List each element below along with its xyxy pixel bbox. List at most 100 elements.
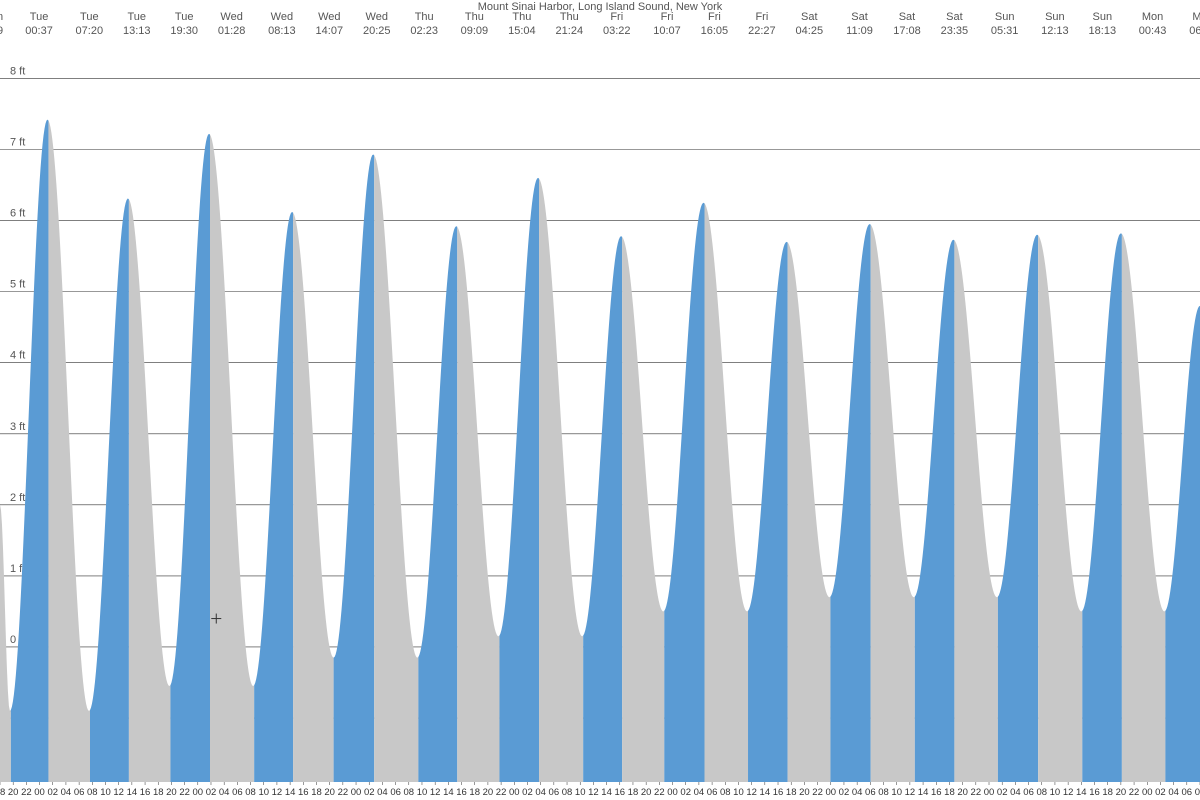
x-tick-label: 20 <box>957 787 968 798</box>
header-day-label: Wed <box>318 11 340 23</box>
header-day-label: Thu <box>560 11 579 23</box>
x-tick-label: 16 <box>456 787 467 798</box>
x-tick-label: 16 <box>1089 787 1100 798</box>
x-tick-label: 12 <box>746 787 757 798</box>
x-tick-label: 04 <box>694 787 705 798</box>
ebb-area <box>457 227 499 782</box>
header-time-label: 15:04 <box>508 25 536 37</box>
header-day-label: Sun <box>1093 11 1113 23</box>
flood-area <box>830 224 870 782</box>
x-tick-label: 00 <box>34 787 45 798</box>
x-tick-label: 04 <box>1168 787 1179 798</box>
x-tick-label: 14 <box>443 787 454 798</box>
x-tick-label: 14 <box>601 787 612 798</box>
flood-area <box>418 226 457 782</box>
header-time-label: 12:13 <box>1041 25 1069 37</box>
x-tick-label: 20 <box>324 787 335 798</box>
tide-area <box>0 120 1200 782</box>
x-tick-label: 18 <box>469 787 480 798</box>
flood-area <box>1165 306 1200 782</box>
ebb-area <box>788 242 831 782</box>
x-tick-label: 02 <box>680 787 691 798</box>
x-tick-label: 12 <box>588 787 599 798</box>
y-axis-label: 4 ft <box>10 350 25 362</box>
x-tick-label: 22 <box>654 787 665 798</box>
header-day-label: Mon <box>1142 11 1163 23</box>
x-tick-label: 00 <box>351 787 362 798</box>
ebb-area <box>954 240 998 782</box>
header-day-label: Thu <box>415 11 434 23</box>
x-tick-label: 12 <box>113 787 124 798</box>
x-tick-label: 04 <box>852 787 863 798</box>
x-tick-label: 04 <box>61 787 72 798</box>
x-tick-label: 00 <box>509 787 520 798</box>
header-time-label: 08:13 <box>268 25 296 37</box>
x-tick-label: 06 <box>74 787 85 798</box>
x-tick-label: 10 <box>1050 787 1061 798</box>
header-time-label: 01:28 <box>218 25 246 37</box>
x-tick-label: 06 <box>232 787 243 798</box>
x-tick-label: 02 <box>522 787 533 798</box>
x-tick-label: 22 <box>338 787 349 798</box>
header-time-label: 00:43 <box>1139 25 1167 37</box>
x-tick-label: 20 <box>641 787 652 798</box>
x-tick-label: 22 <box>179 787 190 798</box>
ebb-area <box>374 155 418 782</box>
x-tick-label: 20 <box>166 787 177 798</box>
y-axis-label: 2 ft <box>10 492 25 504</box>
header-time-label: 21:24 <box>556 25 584 37</box>
x-tick-label: 18 <box>1102 787 1113 798</box>
x-tick-label: 10 <box>733 787 744 798</box>
header-day-label: Tue <box>30 11 49 23</box>
header-time-label: 05:31 <box>991 25 1019 37</box>
x-tick-label: 02 <box>364 787 375 798</box>
flood-area <box>915 240 955 782</box>
header-time-label: 03:22 <box>603 25 631 37</box>
header-day-label: Sun <box>995 11 1015 23</box>
header-day-label: n <box>0 11 3 23</box>
header-time-label: 22:27 <box>748 25 776 37</box>
x-tick-label: 00 <box>1142 787 1153 798</box>
x-tick-label: 04 <box>377 787 388 798</box>
header-time-label: 10:07 <box>653 25 681 37</box>
ebb-area <box>293 213 334 782</box>
x-tick-label: 14 <box>127 787 138 798</box>
x-tick-label: 08 <box>1195 787 1200 798</box>
ebb-area <box>48 120 90 782</box>
x-tick-label: 08 <box>562 787 573 798</box>
y-axis-label: 7 ft <box>10 136 25 148</box>
y-axis-label: 6 ft <box>10 208 25 220</box>
x-tick-label: 04 <box>1010 787 1021 798</box>
x-tick-label: 10 <box>258 787 269 798</box>
header-time-label: 9 <box>0 25 3 37</box>
header-time-label: 16:05 <box>701 25 729 37</box>
x-tick-label: 08 <box>245 787 256 798</box>
header-day-label: Tue <box>127 11 146 23</box>
x-tick-label: 16 <box>140 787 151 798</box>
header-day-label: Fri <box>708 11 721 23</box>
x-tick-label: 10 <box>417 787 428 798</box>
header-time-label: 14:07 <box>316 25 344 37</box>
ebb-area <box>1122 234 1166 782</box>
x-tick-label: 10 <box>100 787 111 798</box>
flood-area <box>998 235 1038 782</box>
header-day-label: Wed <box>271 11 293 23</box>
x-tick-label: 10 <box>891 787 902 798</box>
y-axis-label: 5 ft <box>10 279 25 291</box>
x-tick-label: 02 <box>839 787 850 798</box>
x-tick-label: 06 <box>1023 787 1034 798</box>
flood-area <box>334 154 375 782</box>
x-tick-label: 18 <box>786 787 797 798</box>
x-tick-label: 12 <box>430 787 441 798</box>
x-tick-label: 20 <box>483 787 494 798</box>
x-tick-label: 20 <box>1116 787 1127 798</box>
header-time-label: 18:13 <box>1089 25 1117 37</box>
flood-area <box>1082 233 1122 782</box>
x-tick-label: 16 <box>931 787 942 798</box>
ebb-area <box>871 225 915 782</box>
flood-area <box>90 199 129 782</box>
flood-area <box>748 242 788 782</box>
header-day-label: Sat <box>899 11 916 23</box>
header-day-label: Fri <box>661 11 674 23</box>
x-tick-label: 06 <box>707 787 718 798</box>
